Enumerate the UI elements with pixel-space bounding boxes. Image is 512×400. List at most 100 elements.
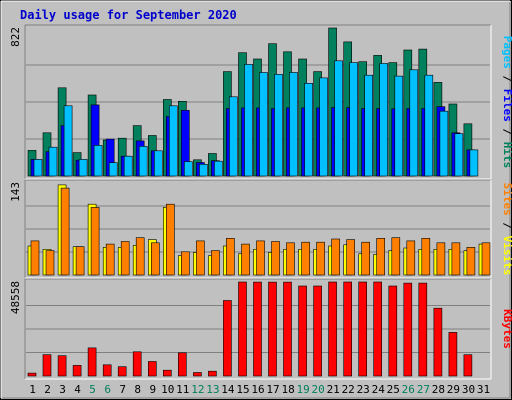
bar-pages-day-18 bbox=[289, 72, 298, 177]
bar-kbytes-day-2 bbox=[42, 354, 52, 377]
bar-pages-day-3 bbox=[63, 105, 73, 177]
bar-kbytes-day-25 bbox=[388, 285, 398, 377]
bar-sites-day-20 bbox=[316, 241, 325, 276]
bar-kbytes-day-28 bbox=[433, 307, 443, 377]
x-tick-day-19: 19 bbox=[296, 383, 309, 396]
x-tick-day-10: 10 bbox=[161, 383, 174, 396]
chart-panels: 822 Pages / Files / Hits 143 Sites / Visits… bbox=[9, 24, 512, 380]
bar-kbytes-day-13 bbox=[208, 370, 217, 377]
x-tick-day-4: 4 bbox=[74, 383, 81, 396]
bar-pages-day-14 bbox=[229, 96, 238, 177]
bar-pages-day-22 bbox=[349, 62, 359, 177]
bar-pages-day-21 bbox=[334, 60, 343, 177]
x-tick-day-22: 22 bbox=[342, 383, 355, 396]
bar-sites-day-26 bbox=[406, 240, 416, 276]
x-tick-day-14: 14 bbox=[221, 383, 235, 396]
bar-pages-day-17 bbox=[274, 74, 283, 177]
x-tick-day-18: 18 bbox=[281, 383, 294, 396]
bar-kbytes-day-26 bbox=[403, 282, 413, 377]
bar-pages-day-20 bbox=[319, 77, 328, 177]
bar-kbytes-day-24 bbox=[373, 281, 383, 377]
bar-pages-day-16 bbox=[259, 72, 268, 177]
x-tick-day-24: 24 bbox=[372, 383, 386, 396]
bar-pages-day-12 bbox=[199, 164, 208, 177]
series-legend-label: Pages / Files / Hits bbox=[501, 36, 512, 169]
bar-pages-day-30 bbox=[469, 149, 479, 177]
bar-sites-day-19 bbox=[301, 241, 310, 276]
x-tick-day-26: 26 bbox=[402, 383, 415, 396]
bar-sites-day-15 bbox=[241, 243, 250, 276]
bar-kbytes-day-15 bbox=[238, 281, 247, 377]
x-tick-day-20: 20 bbox=[311, 383, 324, 396]
x-tick-day-7: 7 bbox=[119, 383, 126, 396]
x-tick-day-3: 3 bbox=[59, 383, 66, 396]
bar-pages-day-15 bbox=[244, 64, 253, 177]
x-tick-day-15: 15 bbox=[236, 383, 249, 396]
bar-kbytes-day-10 bbox=[163, 369, 172, 377]
bar-kbytes-day-5 bbox=[87, 347, 97, 377]
bar-sites-day-7 bbox=[120, 241, 130, 276]
bar-sites-day-17 bbox=[271, 241, 280, 276]
x-tick-day-1: 1 bbox=[29, 383, 36, 396]
bar-sites-day-8 bbox=[135, 237, 145, 276]
bar-kbytes-day-30 bbox=[463, 354, 473, 377]
bar-kbytes-day-23 bbox=[358, 281, 368, 377]
bar-sites-day-5 bbox=[90, 207, 100, 276]
bar-kbytes-day-22 bbox=[343, 281, 353, 377]
bar-kbytes-day-3 bbox=[57, 355, 67, 377]
bar-pages-day-4 bbox=[78, 159, 88, 177]
bar-kbytes-day-21 bbox=[328, 281, 337, 377]
bar-sites-day-29 bbox=[451, 242, 461, 276]
bar-kbytes-day-1 bbox=[27, 372, 37, 377]
bar-sites-day-16 bbox=[256, 240, 265, 276]
bar-sites-day-12 bbox=[196, 240, 205, 276]
bar-pages-day-9 bbox=[154, 150, 163, 177]
bar-pages-day-19 bbox=[304, 83, 313, 177]
bar-kbytes-day-4 bbox=[72, 365, 82, 377]
bar-kbytes-day-7 bbox=[117, 366, 127, 377]
x-tick-day-9: 9 bbox=[149, 383, 156, 396]
bar-sites-day-11 bbox=[181, 251, 190, 276]
y-max-label: 48558 bbox=[9, 281, 22, 314]
bar-sites-day-4 bbox=[75, 246, 85, 276]
x-tick-day-28: 28 bbox=[432, 383, 445, 396]
x-tick-day-5: 5 bbox=[89, 383, 96, 396]
bar-pages-day-25 bbox=[394, 75, 404, 177]
bar-kbytes-day-14 bbox=[223, 300, 232, 377]
y-max-label: 822 bbox=[9, 27, 22, 47]
x-tick-day-13: 13 bbox=[206, 383, 219, 396]
bar-kbytes-day-18 bbox=[283, 281, 292, 377]
x-tick-day-17: 17 bbox=[266, 383, 279, 396]
panel-hits-files-pages: 822 Pages / Files / Hits bbox=[9, 24, 512, 180]
bar-pages-day-28 bbox=[439, 110, 449, 177]
bar-pages-day-5 bbox=[93, 145, 103, 177]
bar-kbytes-day-19 bbox=[298, 285, 307, 377]
bar-sites-day-22 bbox=[346, 239, 356, 276]
x-tick-day-31: 31 bbox=[477, 383, 490, 396]
panel-sites-visits: 143 Sites / Visits bbox=[9, 179, 512, 279]
y-max-label: 143 bbox=[9, 182, 22, 202]
bar-kbytes-day-27 bbox=[418, 282, 428, 377]
chart-title: Daily usage for September 2020 bbox=[20, 8, 237, 22]
bar-sites-day-21 bbox=[331, 238, 340, 276]
bar-kbytes-day-6 bbox=[102, 364, 112, 377]
x-tick-day-11: 11 bbox=[176, 383, 189, 396]
bar-kbytes-day-11 bbox=[178, 352, 187, 377]
bar-pages-day-29 bbox=[454, 133, 464, 177]
bar-sites-day-31 bbox=[481, 242, 491, 276]
bar-sites-day-24 bbox=[376, 238, 386, 276]
bar-kbytes-day-17 bbox=[268, 281, 277, 377]
x-tick-day-6: 6 bbox=[104, 383, 111, 396]
x-tick-day-25: 25 bbox=[387, 383, 400, 396]
x-tick-day-30: 30 bbox=[462, 383, 475, 396]
bar-kbytes-day-16 bbox=[253, 281, 262, 377]
bar-sites-day-18 bbox=[286, 242, 295, 276]
bar-sites-day-23 bbox=[361, 241, 371, 276]
bar-kbytes-day-9 bbox=[148, 361, 157, 377]
x-tick-day-21: 21 bbox=[327, 383, 340, 396]
bar-pages-day-2 bbox=[48, 146, 58, 177]
bar-pages-day-23 bbox=[364, 74, 374, 177]
bar-pages-day-26 bbox=[409, 69, 419, 177]
bar-sites-day-30 bbox=[466, 247, 476, 276]
bar-pages-day-10 bbox=[169, 105, 178, 177]
